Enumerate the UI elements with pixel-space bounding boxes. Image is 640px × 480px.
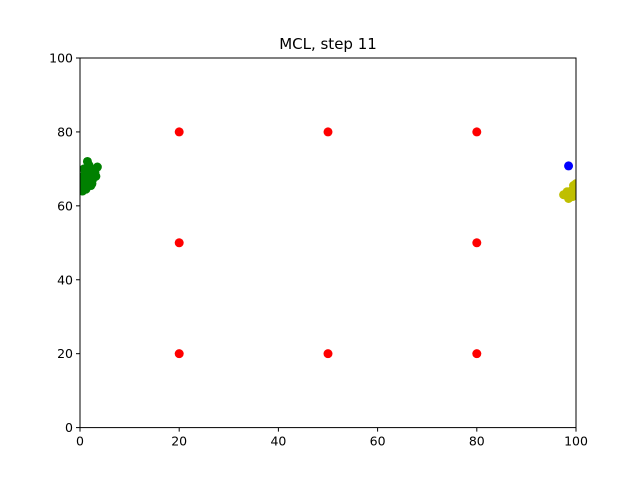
data-point bbox=[562, 187, 572, 197]
data-point bbox=[564, 161, 574, 171]
y-axis: 0 20 40 60 80 100 bbox=[49, 51, 80, 435]
data-point bbox=[570, 184, 576, 194]
x-tick-label: 0 bbox=[76, 434, 84, 449]
data-point bbox=[174, 127, 184, 137]
points-layer bbox=[80, 127, 576, 359]
data-point bbox=[472, 238, 482, 248]
y-tick-label: 0 bbox=[65, 420, 73, 435]
plot-frame bbox=[79, 57, 577, 429]
data-point bbox=[83, 175, 93, 185]
y-tick-label: 40 bbox=[57, 272, 73, 287]
data-point bbox=[91, 171, 101, 181]
data-point bbox=[472, 127, 482, 137]
x-tick-label: 100 bbox=[564, 434, 588, 449]
data-point bbox=[82, 168, 92, 178]
x-tick-label: 20 bbox=[171, 434, 187, 449]
y-tick-label: 100 bbox=[49, 51, 73, 66]
x-tick-label: 60 bbox=[370, 434, 386, 449]
data-point bbox=[84, 160, 94, 170]
y-tick-label: 80 bbox=[57, 124, 73, 139]
y-tick-label: 60 bbox=[57, 198, 73, 213]
data-point bbox=[323, 127, 333, 137]
x-tick-label: 40 bbox=[270, 434, 286, 449]
x-axis: 0 20 40 60 80 100 bbox=[76, 427, 588, 449]
data-point bbox=[174, 238, 184, 248]
x-tick-label: 80 bbox=[469, 434, 485, 449]
y-tick-label: 20 bbox=[57, 346, 73, 361]
data-point bbox=[80, 182, 89, 192]
chart-title: MCL, step 11 bbox=[279, 35, 377, 53]
data-point bbox=[92, 162, 102, 172]
data-point bbox=[174, 349, 184, 359]
data-point bbox=[323, 349, 333, 359]
data-point bbox=[472, 349, 482, 359]
